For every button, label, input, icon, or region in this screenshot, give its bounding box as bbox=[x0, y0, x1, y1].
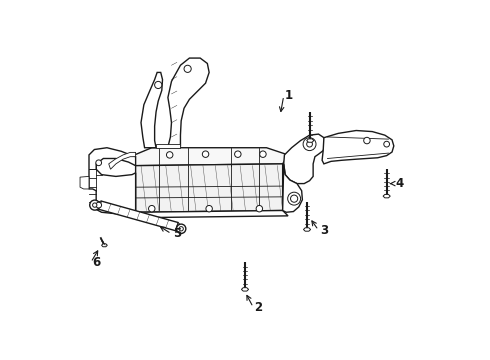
Text: 6: 6 bbox=[92, 256, 100, 269]
Circle shape bbox=[96, 160, 101, 166]
Circle shape bbox=[384, 141, 390, 147]
Circle shape bbox=[235, 151, 241, 157]
Polygon shape bbox=[383, 194, 390, 198]
Polygon shape bbox=[98, 201, 178, 231]
Circle shape bbox=[291, 195, 298, 202]
Polygon shape bbox=[130, 148, 288, 166]
Circle shape bbox=[288, 192, 300, 205]
Polygon shape bbox=[307, 139, 314, 142]
Polygon shape bbox=[136, 164, 283, 212]
Circle shape bbox=[167, 152, 173, 158]
Polygon shape bbox=[242, 288, 248, 291]
Polygon shape bbox=[80, 176, 89, 189]
Circle shape bbox=[184, 65, 191, 72]
Circle shape bbox=[148, 206, 155, 212]
Polygon shape bbox=[168, 58, 209, 147]
Circle shape bbox=[96, 202, 101, 208]
Polygon shape bbox=[284, 134, 326, 184]
Polygon shape bbox=[101, 244, 107, 247]
Polygon shape bbox=[136, 211, 288, 218]
Circle shape bbox=[93, 203, 97, 207]
Polygon shape bbox=[283, 164, 302, 212]
Circle shape bbox=[307, 141, 313, 147]
Polygon shape bbox=[322, 131, 394, 164]
Circle shape bbox=[202, 151, 209, 157]
Text: 3: 3 bbox=[320, 224, 328, 237]
Polygon shape bbox=[141, 72, 163, 148]
Text: 4: 4 bbox=[395, 177, 403, 190]
Polygon shape bbox=[89, 148, 136, 214]
Polygon shape bbox=[303, 228, 311, 231]
Circle shape bbox=[155, 81, 162, 89]
Polygon shape bbox=[109, 152, 136, 169]
Text: 1: 1 bbox=[285, 89, 293, 102]
Circle shape bbox=[364, 137, 370, 144]
Circle shape bbox=[303, 138, 316, 150]
Circle shape bbox=[176, 224, 186, 233]
Circle shape bbox=[206, 206, 212, 212]
Circle shape bbox=[90, 200, 100, 210]
Text: 5: 5 bbox=[173, 227, 181, 240]
Circle shape bbox=[179, 226, 183, 231]
Circle shape bbox=[260, 151, 266, 157]
Polygon shape bbox=[91, 201, 101, 209]
Polygon shape bbox=[156, 144, 180, 148]
Text: 2: 2 bbox=[255, 301, 263, 314]
Circle shape bbox=[256, 206, 263, 212]
Polygon shape bbox=[175, 222, 184, 231]
